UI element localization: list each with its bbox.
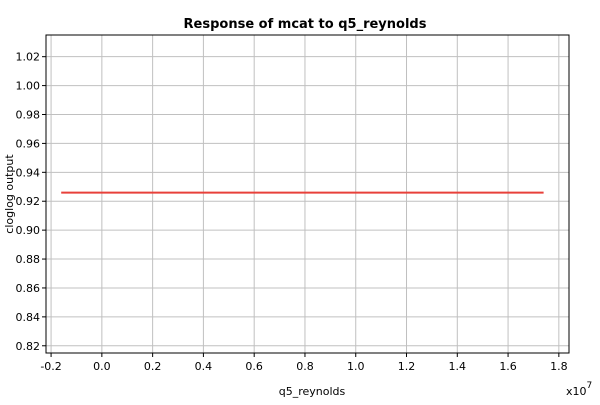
y-tick-label: 0.96 (16, 137, 41, 150)
x-axis-multiplier-base: x10 (566, 385, 587, 398)
y-tick-label: 0.86 (16, 282, 41, 295)
y-tick-label: 0.84 (16, 311, 41, 324)
chart-title: Response of mcat to q5_reynolds (184, 17, 427, 32)
y-tick-label: 1.02 (16, 51, 41, 64)
x-tick-label: 1.2 (398, 360, 416, 373)
x-tick-label: 0.8 (296, 360, 314, 373)
x-axis-multiplier: x107 (566, 381, 592, 398)
x-tick-layer: -0.2 0.0 0.2 0.4 0.6 0.8 1.0 1.2 1.4 1.6 1.8 (40, 353, 568, 373)
x-tick-label: 1.6 (499, 360, 517, 373)
y-tick-label: 0.92 (16, 195, 41, 208)
y-tick-label: 0.98 (16, 109, 41, 122)
plot-frame (45, 34, 570, 354)
y-tick-label: 0.88 (16, 253, 41, 266)
y-tick-label: 1.00 (16, 80, 41, 93)
x-tick-label: 1.0 (347, 360, 365, 373)
x-tick-label: 0.2 (144, 360, 162, 373)
x-tick-label: 0.0 (93, 360, 111, 373)
grid-layer (46, 35, 569, 353)
x-tick-label: 1.8 (550, 360, 568, 373)
y-tick-label: 0.82 (16, 340, 41, 353)
plot-area (46, 35, 569, 353)
x-axis-multiplier-exponent: 7 (587, 381, 593, 391)
y-tick-layer: 0.82 0.84 0.86 0.88 0.90 0.92 0.94 0.96 0.98 1.00… (16, 51, 46, 353)
y-axis-label: cloglog output (3, 154, 16, 234)
y-tick-label: 0.90 (16, 224, 41, 237)
x-tick-label: -0.2 (40, 360, 61, 373)
x-tick-label: 1.4 (449, 360, 467, 373)
x-tick-label: 0.4 (195, 360, 213, 373)
x-axis-label: q5_reynolds (279, 385, 346, 398)
x-tick-label: 0.6 (245, 360, 263, 373)
y-tick-label: 0.94 (16, 166, 41, 179)
